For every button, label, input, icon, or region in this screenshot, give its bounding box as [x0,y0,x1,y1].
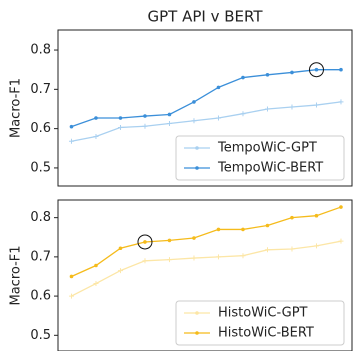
point [216,85,221,90]
point [338,99,344,105]
point [118,246,123,251]
legend-box [175,300,345,346]
legend-marker [195,311,199,315]
legend-label: TempoWiC-BERT [217,161,323,176]
point [313,102,319,108]
point [314,67,319,72]
point [166,257,172,263]
point [264,106,270,112]
point [289,104,295,110]
point [143,114,147,118]
point [69,274,74,279]
point [216,227,221,232]
point [241,227,245,232]
chart-title: GPT API v BERT [147,8,263,26]
point [142,123,148,129]
point [191,118,197,124]
point [143,240,147,244]
legend-label: HistoWiC-GPT [218,306,308,321]
point [93,281,99,287]
point [339,205,343,209]
y-tick-label: 0.8 [30,210,51,225]
series-line [71,101,342,142]
point [314,213,319,218]
point [118,116,123,120]
point [265,223,270,228]
y-tick-label: 0.6 [30,289,51,304]
point [192,100,196,104]
axes-frame [57,29,353,187]
highlight-ring [137,234,153,250]
point [241,75,245,80]
legend-marker [195,146,199,150]
point [69,124,74,129]
point [240,253,246,259]
point [290,70,294,75]
point [166,121,172,127]
legend-box [175,135,345,181]
series-line [71,206,342,278]
y-tick-label: 0.6 [30,121,51,136]
point [265,72,270,77]
series-line [71,69,341,128]
point [93,133,99,139]
point [94,263,98,268]
point [192,236,196,240]
y-tick-label: 0.5 [30,160,51,175]
point [167,112,172,117]
point [338,238,344,244]
point [117,268,123,274]
point [167,238,172,243]
point [215,254,221,260]
y-tick-label: 0.7 [30,82,51,97]
point [191,255,197,261]
point [68,293,74,299]
legend-marker [195,331,199,335]
point [313,243,319,249]
point [94,116,98,120]
y-axis-label: Macro-F1 [9,78,24,138]
point [215,115,221,121]
point [264,247,270,253]
y-tick-label: 0.5 [30,328,51,343]
y-tick-label: 0.7 [30,249,51,264]
legend-label: HistoWiC-BERT [218,326,314,341]
legend-label: TempoWiC-GPT [217,141,317,156]
point [290,215,294,220]
y-tick-label: 0.8 [30,43,51,58]
point [68,138,74,144]
y-axis-label: Macro-F1 [9,245,24,305]
series-line [71,240,342,297]
point [142,258,148,264]
highlight-ring [308,62,324,78]
point [339,67,343,72]
point [289,246,295,252]
point [117,124,123,130]
point [240,111,246,117]
legend-marker [195,166,199,170]
